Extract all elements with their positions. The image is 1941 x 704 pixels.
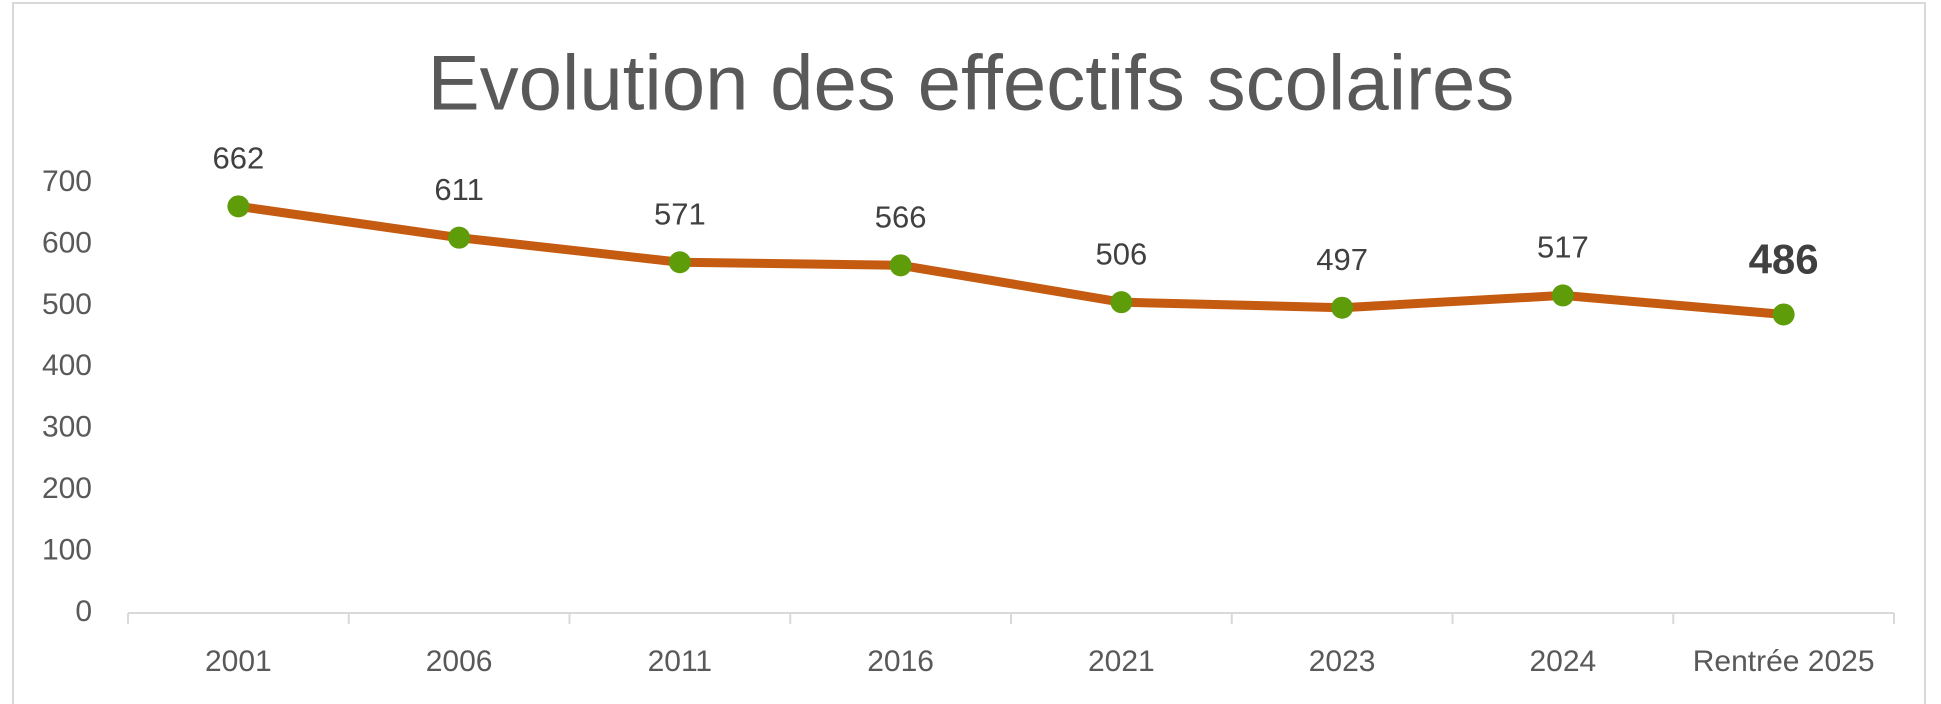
- y-tick-label: 600: [42, 226, 92, 259]
- x-tick-label: Rentrée 2025: [1693, 645, 1875, 678]
- chart-frame: [12, 2, 1926, 704]
- data-point: [1110, 291, 1133, 314]
- y-tick-label: 0: [75, 595, 92, 628]
- data-label: 506: [1096, 236, 1148, 271]
- y-tick-label: 300: [42, 411, 92, 444]
- data-line: [237, 201, 1785, 319]
- data-label: 517: [1537, 230, 1589, 265]
- y-tick-label: 100: [42, 533, 92, 566]
- x-tick-label: 2001: [205, 645, 272, 678]
- x-tick-label: 2021: [1088, 645, 1155, 678]
- data-point: [668, 251, 691, 274]
- x-tick-label: 2011: [648, 645, 713, 678]
- chart-title: Evolution des effectifs scolaires: [428, 39, 1515, 127]
- x-tick-label: 2016: [867, 645, 934, 678]
- y-tick-label: 200: [42, 472, 92, 505]
- x-tick-label: 2024: [1530, 645, 1597, 678]
- data-label: 566: [875, 200, 927, 235]
- data-point: [227, 195, 250, 218]
- data-label: 571: [654, 196, 706, 231]
- data-point: [1331, 296, 1354, 319]
- x-tick-label: 2023: [1309, 645, 1376, 678]
- data-point: [1772, 303, 1795, 326]
- data-label: 497: [1316, 242, 1368, 277]
- y-tick-label: 400: [42, 349, 92, 382]
- data-point: [448, 226, 471, 249]
- data-point: [1551, 284, 1574, 307]
- data-label: 611: [434, 172, 483, 207]
- data-label: 662: [213, 141, 265, 176]
- data-point: [889, 254, 912, 277]
- y-tick-label: 500: [42, 288, 92, 321]
- y-tick-label: 700: [42, 165, 92, 198]
- x-tick-label: 2006: [426, 645, 493, 678]
- data-label: 486: [1749, 236, 1819, 283]
